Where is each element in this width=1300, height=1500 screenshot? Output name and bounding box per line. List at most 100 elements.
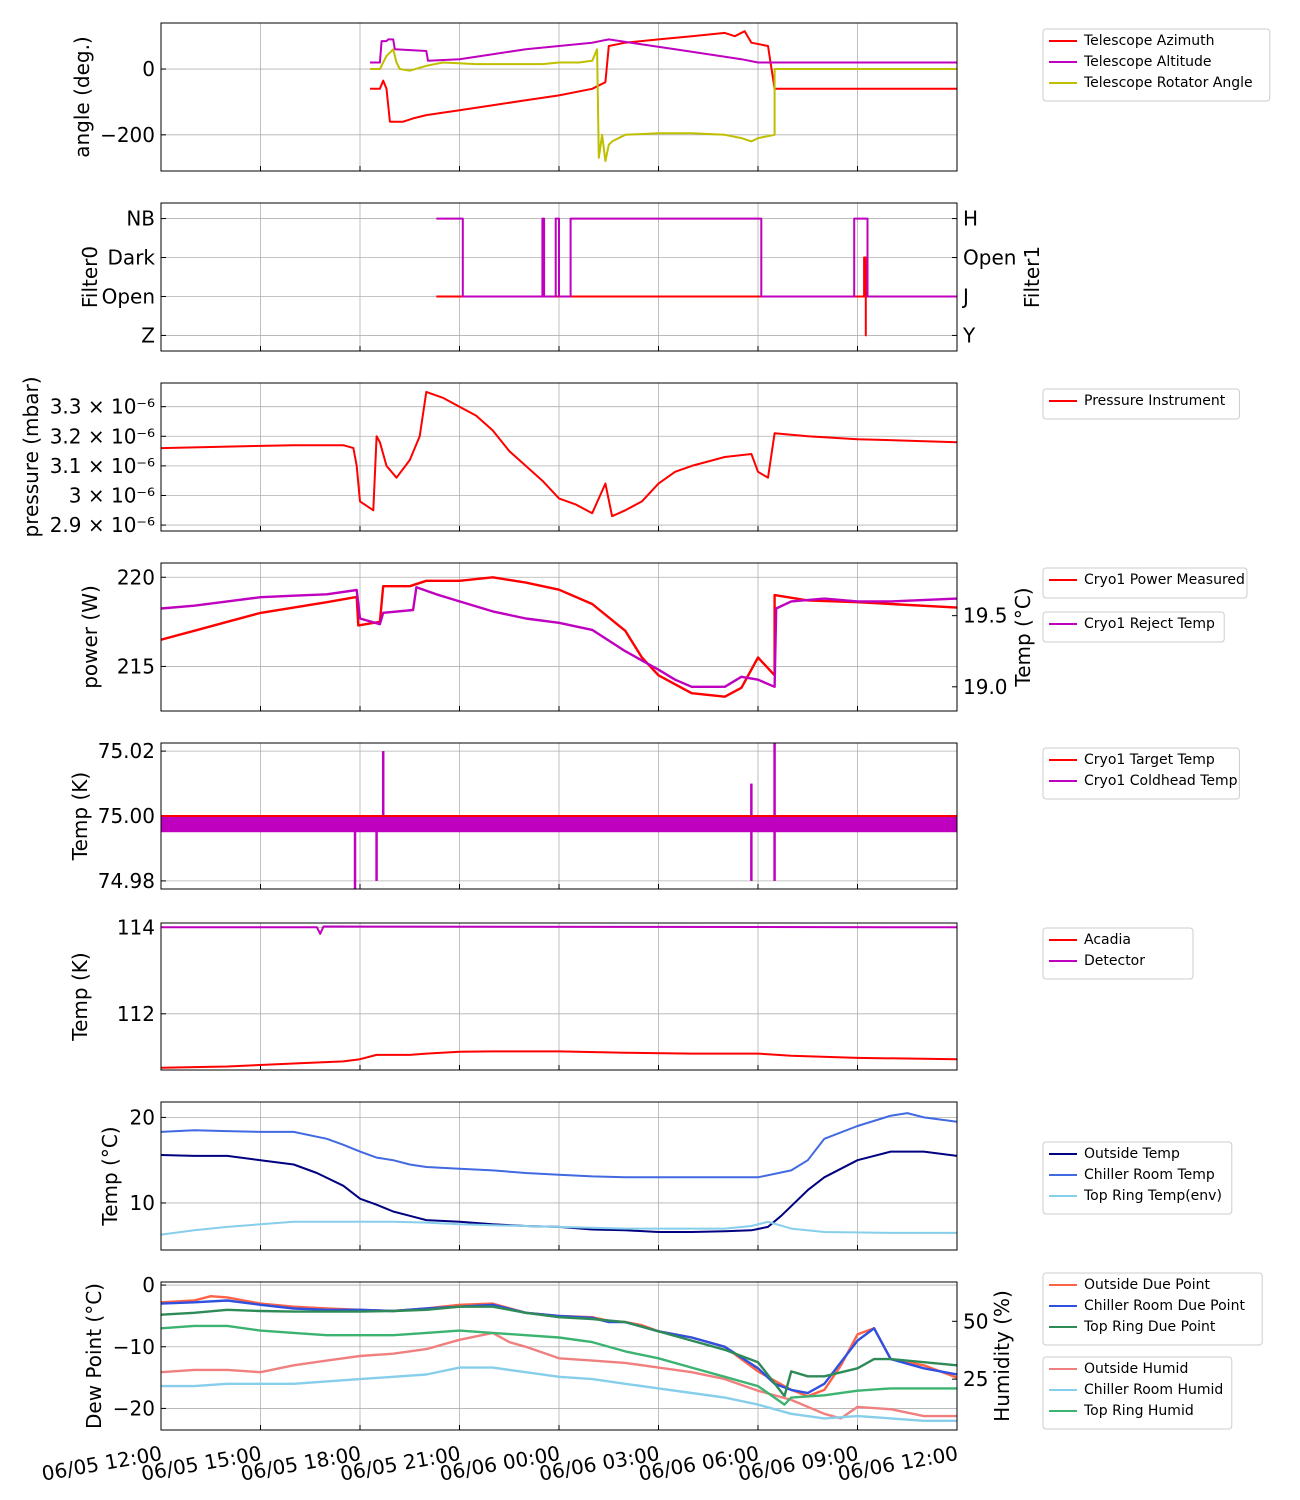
plot-area — [161, 925, 957, 1069]
legend: Outside Due Point Chiller Room Due Point T… — [1042, 1272, 1263, 1346]
legend-label: Cryo1 Coldhead Temp — [1084, 773, 1238, 789]
y-axis-label: Dew Point (°C) — [82, 1283, 106, 1429]
legend: Cryo1 Reject Temp — [1042, 611, 1225, 643]
y-tick-label: 75.00 — [98, 804, 155, 828]
legend-label: Telescope Azimuth — [1083, 33, 1214, 49]
series-line-2 — [161, 586, 957, 688]
series-line-2 — [370, 38, 957, 64]
y-tick-label: 3 × 10⁻⁶ — [69, 483, 155, 507]
legend-box — [1042, 747, 1240, 800]
legend-box — [1042, 1356, 1233, 1430]
y-tick-label: 74.98 — [98, 869, 155, 893]
series-line-1 — [436, 256, 957, 337]
legend-box — [1042, 611, 1225, 643]
y-tick-label: 3.3 × 10⁻⁶ — [50, 395, 155, 419]
legend-box — [1042, 1272, 1263, 1346]
series-line-1 — [161, 390, 957, 518]
y-tick-label: 114 — [117, 915, 155, 939]
series-line-1 — [161, 1050, 957, 1069]
y-axis-label: pressure (mbar) — [19, 376, 43, 537]
axes-frame — [160, 742, 958, 890]
y-tick-label: 10 — [130, 1191, 155, 1215]
legend-label: Outside Due Point — [1084, 1277, 1211, 1293]
y-tick-label: 75.02 — [98, 739, 155, 763]
panel-6: 114 112 Temp (K) Acadia Detector — [68, 915, 1194, 1071]
y-axis-label: Temp (K) — [68, 772, 92, 861]
y2-axis-label: Temp (°C) — [1011, 587, 1035, 687]
y-axis-label: Filter0 — [78, 246, 102, 308]
plot-area — [161, 1112, 957, 1236]
series-line-2 — [161, 925, 957, 935]
legend-label: Outside Humid — [1084, 1361, 1188, 1377]
panel-4: 220 215 19.5 19.0 power (W) Temp (°C) Cryo1 Po… — [78, 562, 1248, 712]
axes-frame — [160, 922, 958, 1071]
series-line-2 — [161, 1299, 957, 1395]
y-tick-label: Z — [141, 323, 155, 347]
legend-label: Outside Temp — [1084, 1146, 1180, 1162]
y-tick-label: 220 — [117, 565, 155, 589]
legend-label: Pressure Instrument — [1084, 393, 1226, 409]
axes-frame — [160, 1281, 958, 1431]
legend-label: Cryo1 Reject Temp — [1084, 616, 1215, 632]
y2-tick-label: Open — [963, 246, 1016, 270]
series-line-3 — [370, 48, 957, 163]
y-tick-label: 3.2 × 10⁻⁶ — [50, 424, 155, 448]
y-tick-label: Dark — [108, 246, 156, 270]
legend: Acadia Detector — [1042, 927, 1194, 980]
legend-box — [1042, 927, 1194, 980]
y-tick-label: 112 — [117, 1002, 155, 1026]
y-tick-label: −10 — [113, 1335, 155, 1359]
y-tick-label: 0 — [142, 57, 155, 81]
series-line-2 — [161, 1112, 957, 1179]
series-line-2 — [436, 217, 957, 298]
y-tick-label: 0 — [142, 1273, 155, 1297]
y2-axis-label: Filter1 — [1020, 246, 1044, 308]
axes-frame — [160, 22, 958, 172]
legend-label: Chiller Room Due Point — [1084, 1298, 1245, 1314]
legend-label: Cryo1 Power Measured — [1084, 572, 1245, 588]
series-line-3 — [161, 1220, 957, 1236]
plot-area — [161, 390, 957, 518]
y2-axis-label: Humidity (%) — [990, 1290, 1014, 1422]
legend-box — [1042, 28, 1271, 102]
plot-area — [436, 217, 957, 337]
axes-frame — [160, 382, 958, 532]
legend-label: Cryo1 Target Temp — [1084, 752, 1215, 768]
y-axis-label: Temp (K) — [68, 952, 92, 1041]
legend-box — [1042, 1141, 1233, 1215]
y-tick-label: 20 — [130, 1105, 155, 1129]
y2-tick-label: 25 — [963, 1367, 988, 1391]
legend: Cryo1 Target Temp Cryo1 Coldhead Temp — [1042, 747, 1240, 800]
series-line-5 — [161, 1366, 957, 1422]
y2-tick-label: 50 — [963, 1309, 988, 1333]
legend: Outside Temp Chiller Room Temp Top Ring Te… — [1042, 1141, 1233, 1215]
y-axis-label: angle (deg.) — [70, 36, 94, 158]
y-tick-label: 215 — [117, 654, 155, 678]
legend-label: Chiller Room Humid — [1084, 1382, 1223, 1398]
y-tick-label: −200 — [100, 123, 155, 147]
y-tick-label: 3.1 × 10⁻⁶ — [50, 454, 155, 478]
series-line-1 — [370, 30, 957, 123]
legend-box — [1042, 567, 1248, 599]
legend: Cryo1 Power Measured — [1042, 567, 1248, 599]
series-band — [161, 816, 957, 833]
y-axis-label: power (W) — [78, 585, 102, 689]
legend-box — [1042, 388, 1240, 420]
plot-area — [370, 30, 957, 163]
y2-tick-label: J — [961, 284, 969, 308]
axes-frame — [160, 562, 958, 712]
legend: Outside Humid Chiller Room Humid Top Ring … — [1042, 1356, 1233, 1430]
y2-tick-label: 19.5 — [963, 604, 1008, 628]
legend-label: Chiller Room Temp — [1084, 1167, 1215, 1183]
y-tick-label: −20 — [113, 1396, 155, 1420]
plot-area — [161, 1295, 957, 1422]
series-line-6 — [161, 1324, 957, 1406]
y-axis-label: Temp (°C) — [98, 1126, 122, 1226]
panel-7: 20 10 Temp (°C) Outside Temp Chiller Room Te… — [98, 1101, 1233, 1251]
y2-tick-label: H — [963, 207, 978, 231]
panel-2: NB Dark Open Z H Open JY Filter0 Filter1 — [78, 202, 1044, 352]
